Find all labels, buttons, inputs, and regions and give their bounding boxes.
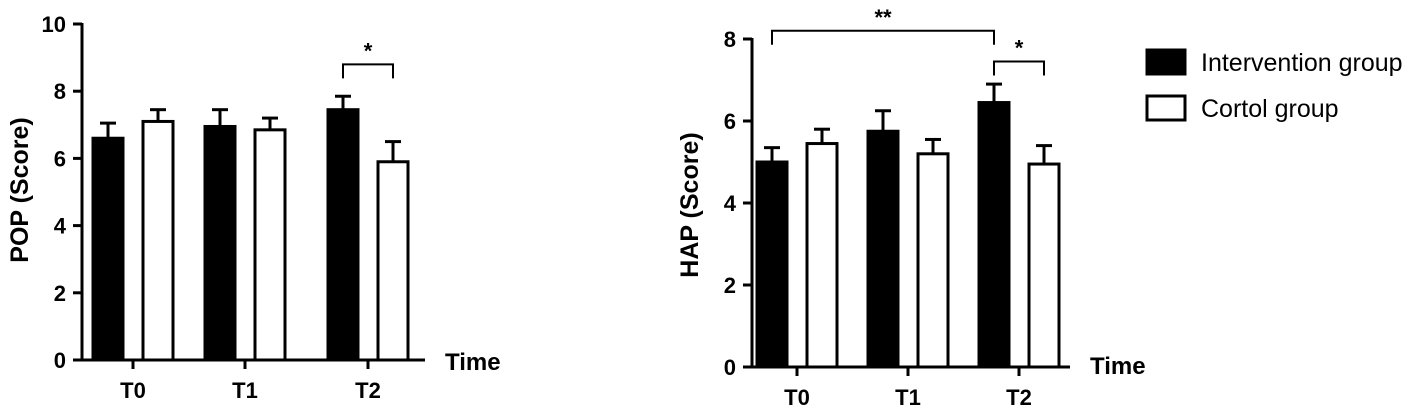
y-tick-label: 6 xyxy=(54,146,66,171)
significance-label: * xyxy=(364,38,373,63)
y-tick-label: 2 xyxy=(54,281,66,306)
pop-chart-panel: 0 2 4 6 8 10 POP (Score) Time T0 T1 T2 * xyxy=(6,12,501,403)
bar xyxy=(376,160,410,362)
legend-swatch-control xyxy=(1145,94,1187,122)
legend: Intervention group Cortol group xyxy=(1145,48,1403,123)
y-tick-label: 4 xyxy=(724,191,737,216)
x-tick-label: T1 xyxy=(895,385,921,410)
y-tick-label: 0 xyxy=(54,348,66,373)
y-tick-label: 4 xyxy=(54,214,67,239)
significance-bracket xyxy=(342,63,394,79)
y-tick-label: 6 xyxy=(724,109,736,134)
y-tick-label: 8 xyxy=(54,79,66,104)
significance-bracket xyxy=(993,60,1045,76)
significance-bracket xyxy=(771,29,995,45)
bar xyxy=(253,128,287,362)
x-axis-title: Time xyxy=(445,349,501,376)
bar xyxy=(203,124,237,362)
x-tick-label: T2 xyxy=(355,378,381,403)
significance-label: * xyxy=(1015,36,1024,61)
bar xyxy=(977,101,1011,369)
x-tick-label: T2 xyxy=(1006,385,1032,410)
legend-label-control: Cortol group xyxy=(1201,95,1339,123)
significance-label: ** xyxy=(874,5,892,30)
legend-swatch-intervention xyxy=(1145,48,1187,76)
x-tick-label: T0 xyxy=(120,378,146,403)
y-tick-label: 2 xyxy=(724,273,736,298)
bar xyxy=(1027,162,1061,369)
bar xyxy=(916,152,950,369)
bar xyxy=(141,119,175,362)
y-axis-title: HAP (Score) xyxy=(676,132,704,277)
y-tick-label: 0 xyxy=(724,355,736,380)
bar xyxy=(755,160,789,369)
y-tick-label: 8 xyxy=(724,27,736,52)
x-axis-title: Time xyxy=(1090,353,1146,380)
bar xyxy=(91,136,125,362)
x-tick-label: T0 xyxy=(784,385,810,410)
y-tick-label: 10 xyxy=(42,12,66,37)
y-axis-title: POP (Score) xyxy=(6,117,34,262)
bar xyxy=(326,108,360,362)
bar xyxy=(866,129,900,369)
bar xyxy=(805,142,839,369)
legend-label-intervention: Intervention group xyxy=(1201,49,1403,77)
x-tick-label: T1 xyxy=(232,378,258,403)
